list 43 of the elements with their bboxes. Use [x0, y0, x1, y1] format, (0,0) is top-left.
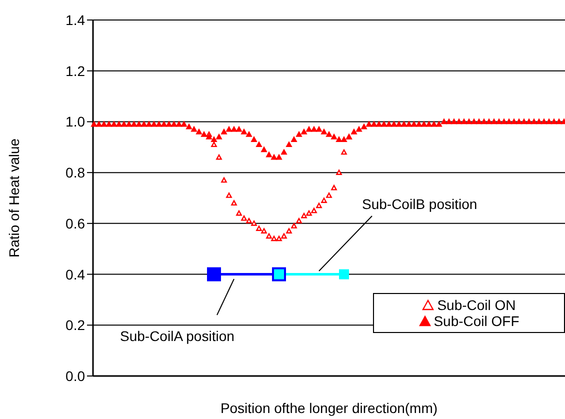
text: Sub-CoilB position: [362, 196, 478, 212]
point: [246, 218, 252, 224]
point: [216, 154, 222, 160]
point: [341, 149, 347, 155]
y-tick-label: 1.4: [66, 12, 86, 28]
point: [336, 170, 342, 176]
point: [326, 192, 332, 198]
point: [311, 208, 317, 214]
point: [236, 210, 242, 216]
point: [231, 200, 237, 206]
point: [261, 228, 267, 234]
text: Sub-CoilA position: [120, 328, 234, 344]
legend-label: Sub-Coil OFF: [434, 313, 520, 329]
point: [306, 210, 312, 216]
point: [241, 215, 247, 221]
point: [316, 202, 322, 208]
point: [276, 236, 282, 242]
point: [296, 218, 302, 224]
point: [331, 184, 337, 190]
point: [286, 228, 292, 234]
point: [291, 223, 297, 228]
y-tick-label: 0.4: [66, 266, 86, 282]
legend-label: Sub-Coil ON: [437, 297, 516, 313]
point: [256, 226, 262, 231]
y-tick-label: 1.0: [66, 114, 86, 130]
point: [321, 198, 327, 203]
point: [266, 233, 272, 239]
y-tick-label: 0.0: [66, 368, 86, 384]
point: [211, 142, 217, 148]
point: [251, 220, 257, 226]
point: [226, 192, 232, 198]
x-axis-title: Position ofthe longer direction(mm): [220, 400, 438, 416]
point: [271, 236, 277, 242]
point: [221, 177, 227, 183]
y-tick-label: 1.2: [66, 62, 86, 79]
point: [207, 267, 221, 282]
y-tick-label: 0.2: [66, 317, 86, 334]
y-axis-title: Ratio of Heat value: [6, 138, 22, 258]
y-tick-label: 0.6: [66, 215, 86, 232]
point: [281, 233, 287, 239]
point: [301, 212, 307, 218]
y-tick-label: 0.8: [66, 164, 86, 181]
point: [339, 269, 349, 280]
